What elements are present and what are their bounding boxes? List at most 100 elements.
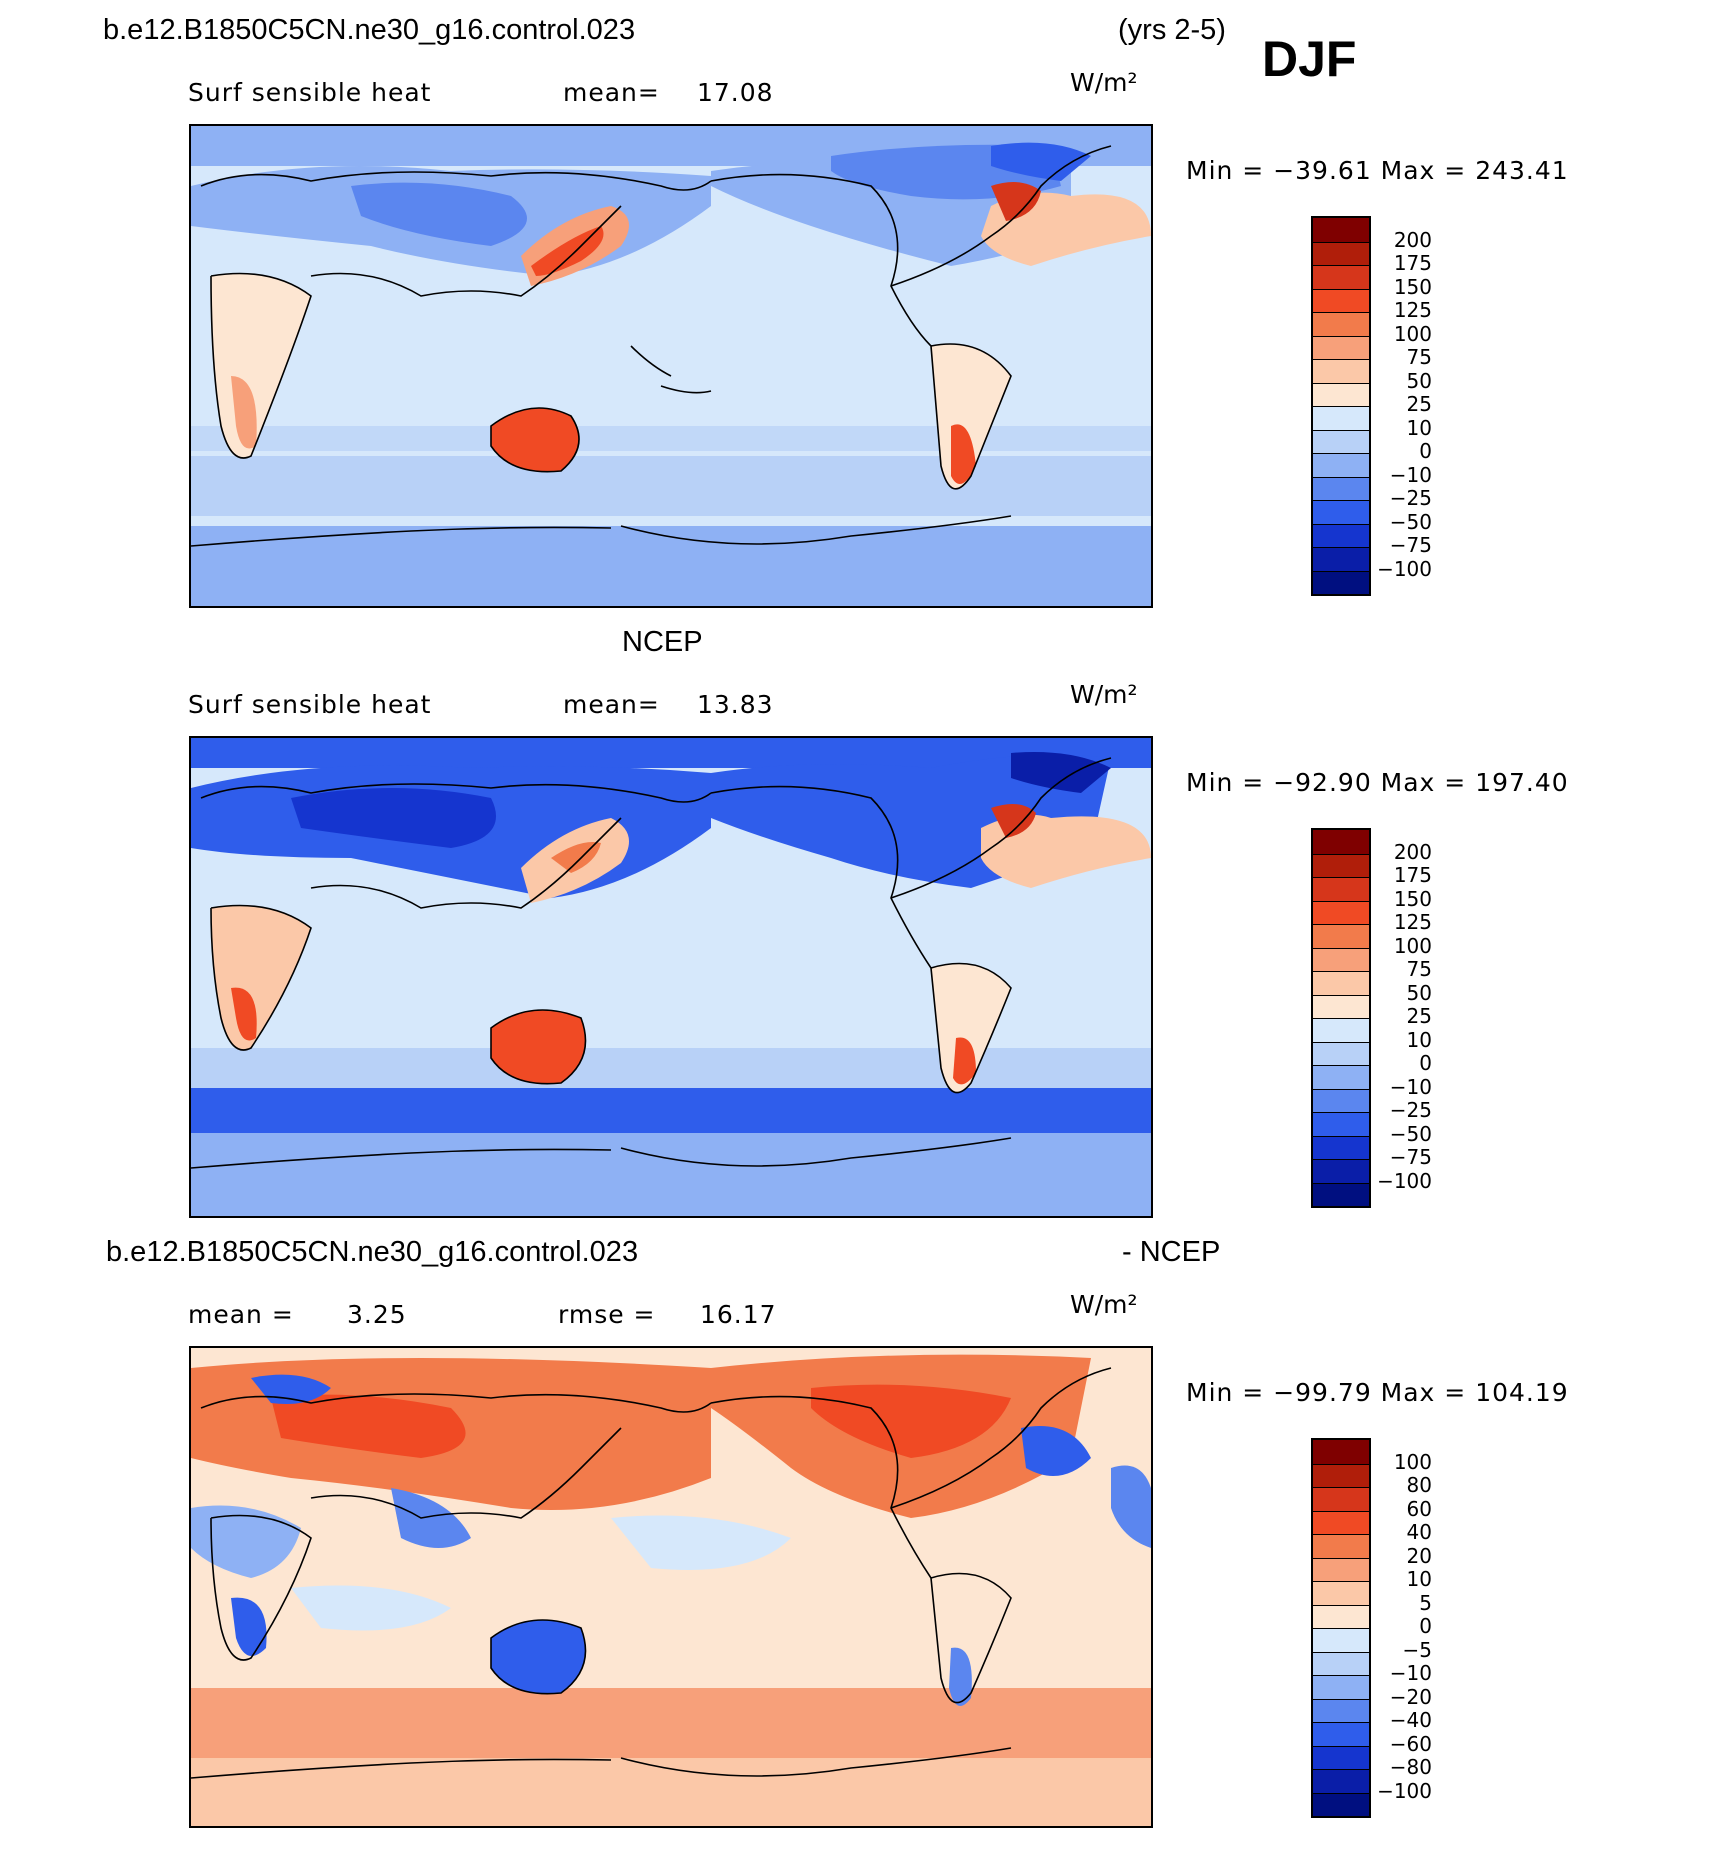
colorbar-tick-label: 10: [1406, 415, 1432, 440]
panel2-colorbar: [1311, 828, 1371, 1208]
colorbar-swatch: [1313, 241, 1369, 265]
panel3-title-right: - NCEP: [1122, 1236, 1221, 1268]
panel1-map: [189, 124, 1153, 608]
colorbar-tick-label: 175: [1393, 863, 1432, 887]
colorbar-tick-label: 10: [1406, 1027, 1432, 1052]
colorbar-swatch: [1313, 1182, 1369, 1206]
panel3-minmax: Min = −99.79 Max = 104.19: [1186, 1378, 1569, 1407]
panel2-title: NCEP: [622, 626, 703, 658]
colorbar-swatch: [1313, 1792, 1369, 1816]
colorbar-tick-label: 125: [1393, 910, 1432, 934]
colorbar-swatch: [1313, 547, 1369, 571]
colorbar-swatch: [1313, 830, 1369, 854]
colorbar-swatch: [1313, 1088, 1369, 1112]
colorbar-tick-label: 75: [1406, 957, 1432, 981]
panel2-variable: Surf sensible heat: [188, 690, 432, 719]
colorbar-swatch: [1313, 335, 1369, 359]
colorbar-swatch: [1313, 947, 1369, 971]
colorbar-swatch: [1313, 1628, 1369, 1652]
colorbar-swatch: [1313, 1769, 1369, 1793]
panel2-map: [189, 736, 1153, 1218]
colorbar-tick-label: −25: [1389, 1098, 1432, 1122]
colorbar-swatch: [1313, 1557, 1369, 1581]
colorbar-swatch: [1313, 1463, 1369, 1487]
colorbar-swatch: [1313, 877, 1369, 901]
panel3-rmse-label: rmse =: [558, 1300, 656, 1329]
years-label: (yrs 2-5): [1118, 14, 1226, 46]
colorbar-swatch: [1313, 853, 1369, 877]
panel3-mean-label: mean =: [188, 1300, 294, 1329]
colorbar-tick-label: 200: [1393, 227, 1432, 252]
panel1-colorbar: [1311, 216, 1371, 596]
colorbar-tick-label: 200: [1393, 839, 1432, 864]
colorbar-swatch: [1313, 994, 1369, 1018]
colorbar-swatch: [1313, 1440, 1369, 1464]
panel3-colorbar: [1311, 1438, 1371, 1818]
case-title: b.e12.B1850C5CN.ne30_g16.control.023: [103, 14, 636, 46]
colorbar-swatch: [1313, 476, 1369, 500]
colorbar-swatch: [1313, 1065, 1369, 1089]
colorbar-tick-label: 75: [1406, 345, 1432, 369]
colorbar-tick-label: 150: [1393, 274, 1432, 299]
colorbar-tick-label: 25: [1406, 1004, 1432, 1028]
colorbar-tick-label: 150: [1393, 886, 1432, 911]
panel1-units: W/m²: [1070, 68, 1138, 97]
colorbar-tick-label: −10: [1389, 1661, 1432, 1685]
colorbar-swatch: [1313, 1722, 1369, 1746]
colorbar-swatch: [1313, 265, 1369, 289]
season-label: DJF: [1262, 31, 1357, 87]
colorbar-swatch: [1313, 1159, 1369, 1183]
colorbar-tick-label: −50: [1389, 1121, 1432, 1146]
panel3-map: [189, 1346, 1153, 1828]
colorbar-swatch: [1313, 1534, 1369, 1558]
colorbar-tick-label: 25: [1406, 392, 1432, 416]
colorbar-tick-label: −25: [1389, 486, 1432, 510]
colorbar-swatch: [1313, 1581, 1369, 1605]
colorbar-tick-label: 10: [1406, 1567, 1432, 1591]
colorbar-tick-label: 40: [1406, 1520, 1432, 1544]
panel2-mean-label: mean=: [563, 690, 660, 719]
panel2-units: W/m²: [1070, 680, 1138, 709]
colorbar-swatch: [1313, 1112, 1369, 1136]
colorbar-swatch: [1313, 523, 1369, 547]
colorbar-tick-label: −80: [1389, 1755, 1432, 1779]
panel1-minmax: Min = −39.61 Max = 243.41: [1186, 156, 1569, 185]
panel3-units: W/m²: [1070, 1290, 1138, 1319]
colorbar-tick-label: −100: [1377, 1778, 1432, 1803]
colorbar-tick-label: −40: [1389, 1708, 1432, 1732]
colorbar-tick-label: 50: [1406, 980, 1432, 1005]
colorbar-tick-label: −60: [1389, 1731, 1432, 1756]
panel1-mean-label: mean=: [563, 78, 660, 107]
colorbar-swatch: [1313, 1604, 1369, 1628]
colorbar-swatch: [1313, 453, 1369, 477]
colorbar-swatch: [1313, 359, 1369, 383]
colorbar-tick-label: 100: [1393, 321, 1432, 346]
colorbar-tick-label: −100: [1377, 1168, 1432, 1193]
colorbar-swatch: [1313, 924, 1369, 948]
colorbar-swatch: [1313, 218, 1369, 242]
panel3-mean-value: 3.25: [347, 1300, 407, 1329]
colorbar-swatch: [1313, 1651, 1369, 1675]
colorbar-swatch: [1313, 1135, 1369, 1159]
colorbar-swatch: [1313, 1018, 1369, 1042]
colorbar-swatch: [1313, 1675, 1369, 1699]
colorbar-tick-label: 80: [1406, 1473, 1432, 1497]
colorbar-tick-label: 50: [1406, 368, 1432, 393]
colorbar-tick-label: 100: [1393, 1449, 1432, 1474]
panel1-mean-value: 17.08: [697, 78, 774, 107]
colorbar-tick-label: −5: [1402, 1637, 1432, 1662]
colorbar-tick-label: 175: [1393, 251, 1432, 275]
colorbar-swatch: [1313, 900, 1369, 924]
colorbar-swatch: [1313, 971, 1369, 995]
colorbar-tick-label: 20: [1406, 1543, 1432, 1568]
colorbar-swatch: [1313, 429, 1369, 453]
colorbar-swatch: [1313, 288, 1369, 312]
colorbar-tick-label: 100: [1393, 933, 1432, 958]
colorbar-swatch: [1313, 500, 1369, 524]
panel2-mean-value: 13.83: [697, 690, 774, 719]
colorbar-tick-label: −100: [1377, 556, 1432, 581]
colorbar-swatch: [1313, 1510, 1369, 1534]
colorbar-swatch: [1313, 1745, 1369, 1769]
colorbar-tick-label: 0: [1419, 439, 1432, 463]
colorbar-tick-label: −75: [1389, 1145, 1432, 1169]
